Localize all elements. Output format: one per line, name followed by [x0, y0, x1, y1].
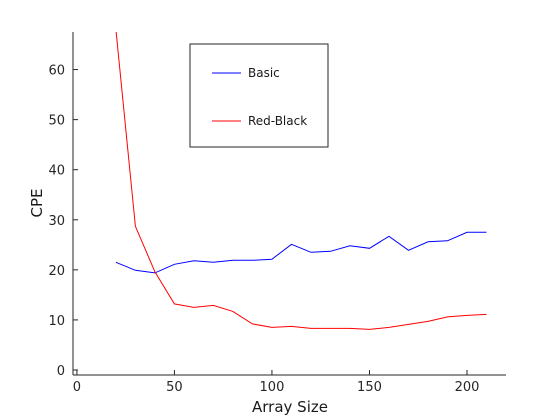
x-tick-label: 50 [166, 380, 183, 395]
y-tick-label: 10 [48, 314, 65, 329]
x-tick-label: 150 [357, 380, 382, 395]
y-tick-label: 40 [48, 164, 65, 179]
legend: Basic Red-Black [190, 44, 328, 147]
y-tick-label: 0 [57, 364, 65, 379]
legend-label-red-black: Red-Black [248, 114, 307, 128]
x-tick-label: 0 [73, 380, 81, 395]
legend-label-basic: Basic [248, 66, 280, 80]
legend-box [190, 44, 328, 147]
series-line-basic [116, 232, 487, 273]
x-tick-label: 100 [260, 380, 285, 395]
y-tick-label: 50 [48, 114, 65, 129]
y-tick-label: 60 [48, 64, 65, 79]
y-tick-label: 30 [48, 214, 65, 229]
y-tick-label: 20 [48, 264, 65, 279]
x-tick-label: 200 [455, 380, 480, 395]
x-axis-label: Array Size [252, 398, 328, 416]
y-axis-label: CPE [28, 189, 46, 218]
